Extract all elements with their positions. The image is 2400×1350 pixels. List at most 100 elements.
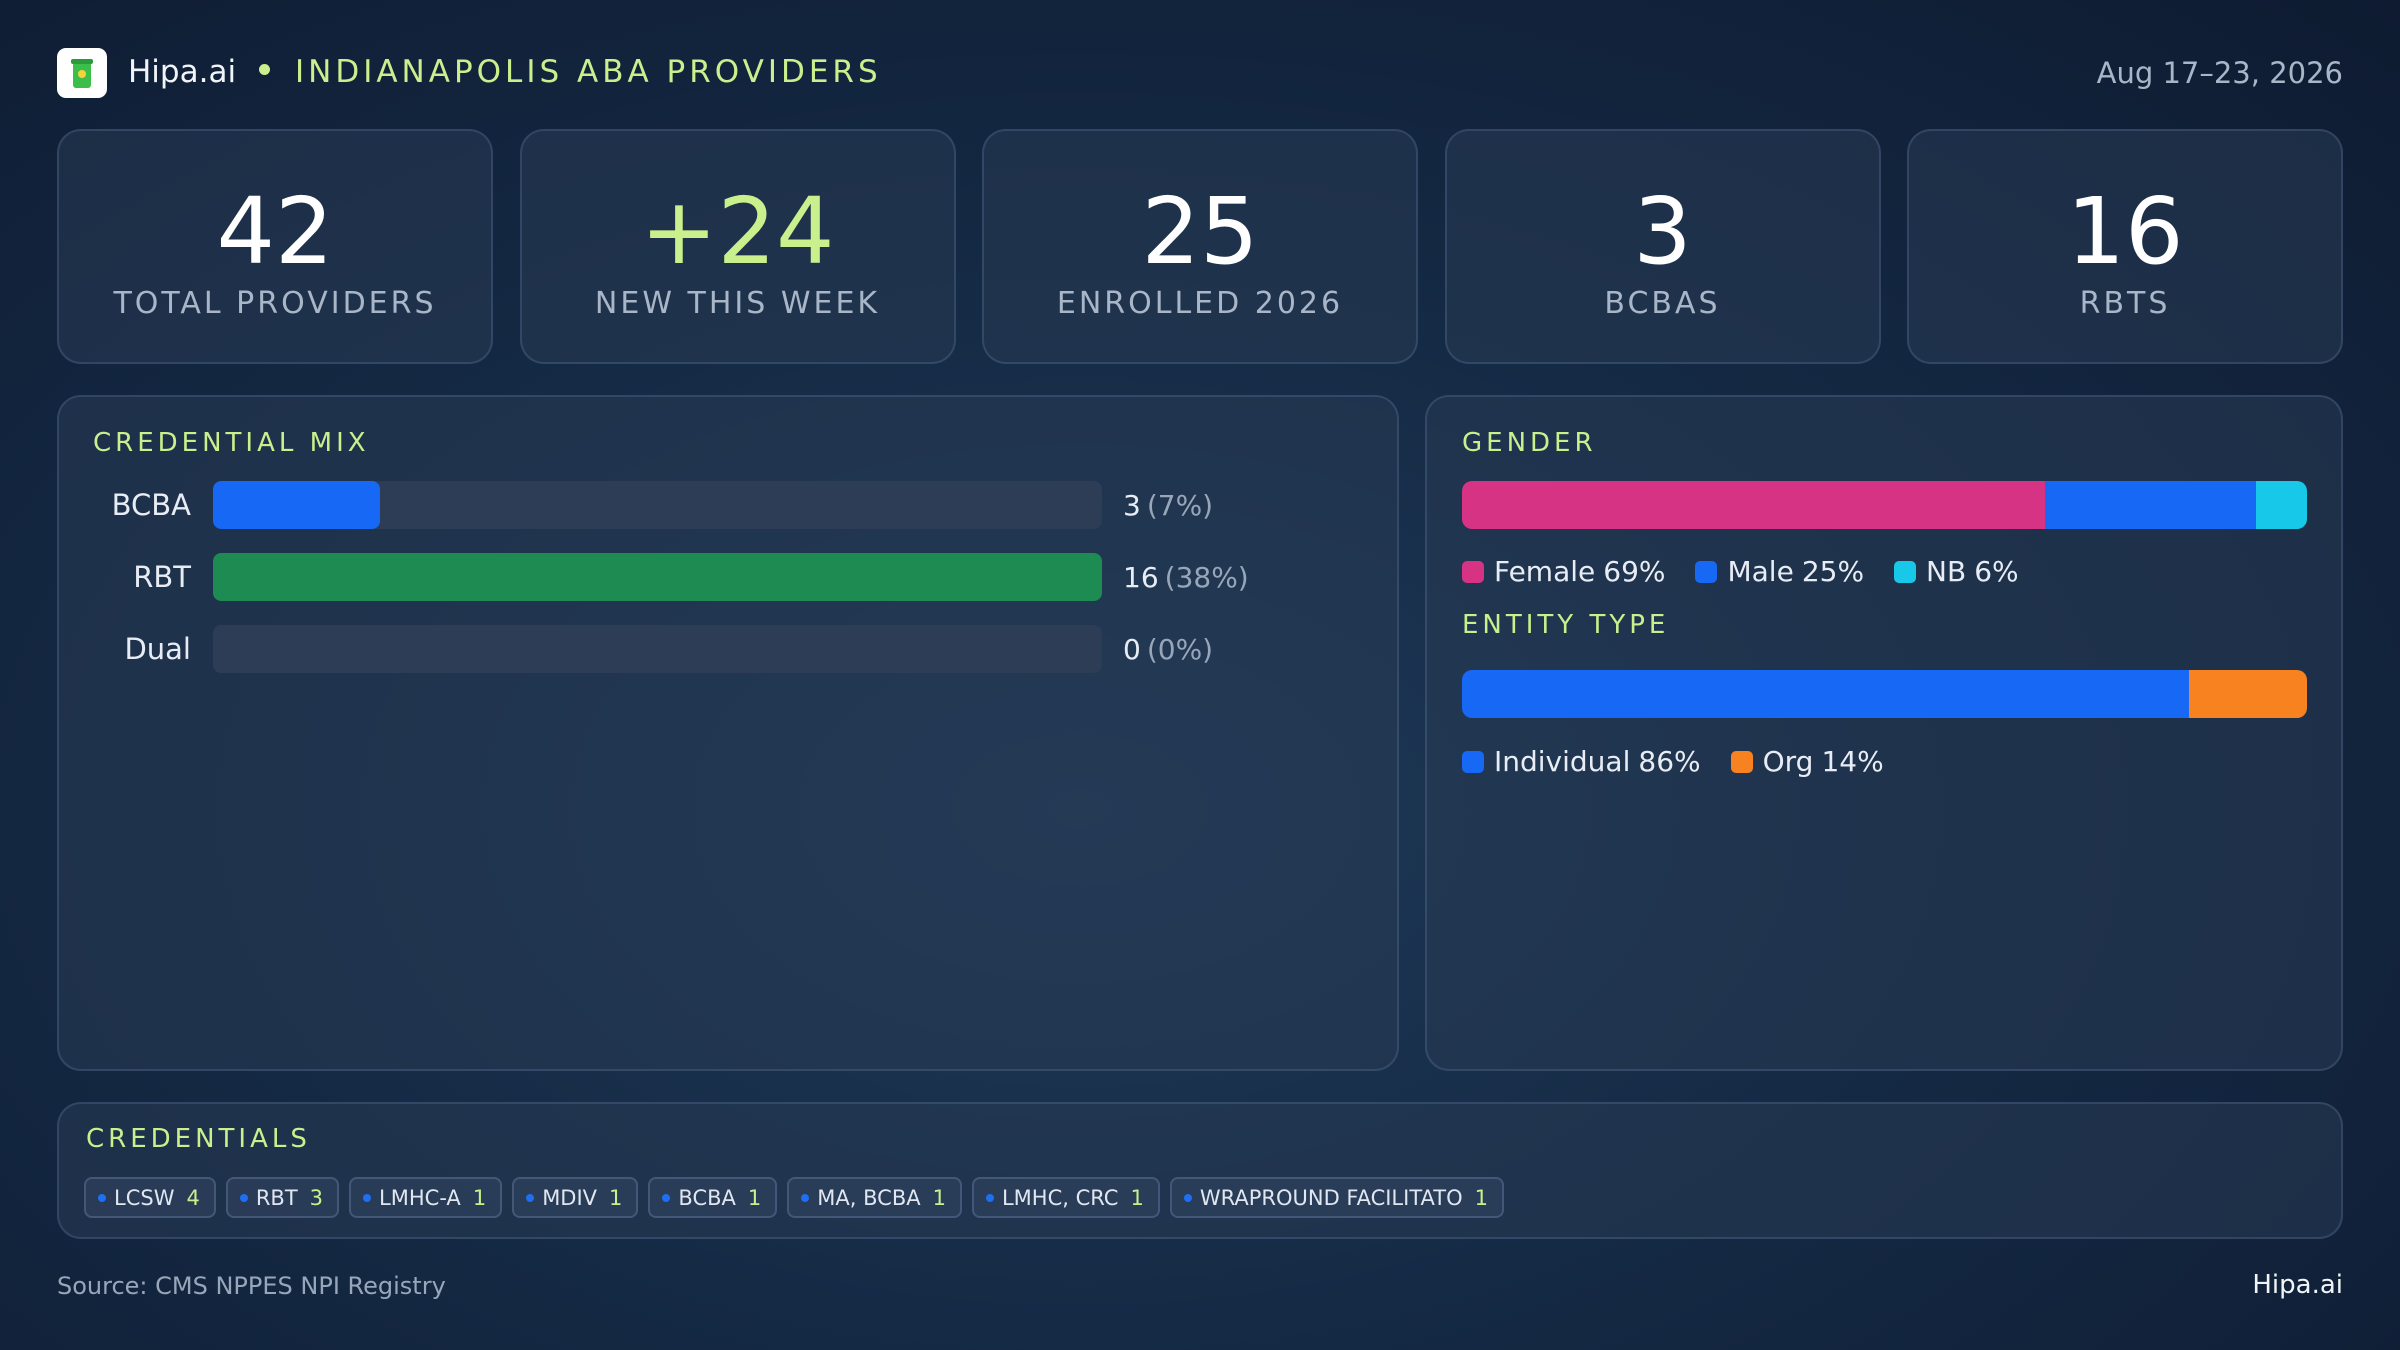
value-label: 3: [1123, 489, 1141, 522]
legend-item: Female 69%: [1462, 555, 1665, 588]
chip: RBT 3: [225, 1177, 340, 1218]
chip: LMHC, CRC 1: [971, 1177, 1160, 1218]
kpi-value: 16: [2066, 178, 2184, 285]
legend-swatch: [1462, 560, 1484, 583]
chip-count: 1: [1474, 1185, 1488, 1210]
legend: Individual 86% Org 14%: [1462, 745, 1884, 778]
legend-swatch: [1894, 560, 1917, 583]
legend-swatch: [1462, 750, 1484, 773]
legend-value: 86%: [1638, 745, 1701, 778]
legend-item: NB 6%: [1894, 555, 2019, 588]
percent-label: (0%): [1146, 633, 1214, 666]
kpi-card: 16 RBTS: [1907, 129, 2343, 364]
bar-segment: [1462, 481, 2046, 529]
legend-swatch: [1730, 750, 1753, 773]
chip-dot: [1183, 1193, 1192, 1202]
legend-item: Individual 86%: [1462, 745, 1701, 778]
kpi-label: BCBAS: [1604, 286, 1721, 321]
chip: MDIV 1: [512, 1177, 639, 1218]
panel: [57, 1102, 2343, 1239]
legend-name: Male: [1727, 555, 1794, 588]
chip-name: WRAPROUND FACILITATO: [1199, 1185, 1463, 1210]
chip-dot: [662, 1193, 671, 1202]
chip-name: LMHC, CRC: [1001, 1185, 1119, 1210]
chip-count: 3: [309, 1185, 324, 1210]
legend-value: 69%: [1603, 555, 1666, 588]
chip-name: MA, BCBA: [817, 1185, 921, 1210]
section-title: ENTITY TYPE: [1462, 610, 1670, 640]
chip-count: 1: [1130, 1185, 1144, 1210]
chip-dot: [801, 1193, 810, 1202]
bar-segment: [2188, 670, 2307, 718]
legend-value: 14%: [1821, 745, 1884, 778]
brand: Hipa.ai: [128, 54, 237, 90]
legend: Female 69% Male 25% NB 6%: [1462, 555, 2019, 588]
kpi-label: NEW THIS WEEK: [594, 286, 881, 321]
bar-track: [213, 625, 1102, 673]
chip-name: LCSW: [114, 1185, 175, 1210]
kpi-label: ENROLLED 2026: [1056, 286, 1344, 321]
legend-value: 25%: [1801, 555, 1865, 588]
kpi-value: 25: [1141, 178, 1259, 285]
separator-dot: [259, 64, 270, 75]
kpi-value: +24: [640, 178, 835, 285]
chip: WRAPROUND FACILITATO 1: [1169, 1177, 1504, 1218]
chip-dot: [239, 1193, 248, 1202]
percent-label: (38%): [1164, 561, 1249, 594]
chip-count: 1: [609, 1185, 623, 1210]
chip-dot: [985, 1193, 994, 1202]
kpi-label: RBTS: [2079, 286, 2171, 321]
date-range: Aug 17–23, 2026: [2096, 56, 2343, 90]
kpi-card: 3 BCBAS: [1444, 129, 1881, 364]
bar-segment: [2045, 481, 2257, 529]
legend-name: NB: [1926, 555, 1967, 588]
kpi-value: 42: [216, 178, 334, 285]
bar-value: 3 (7%): [1123, 489, 1213, 522]
bar-value: 0 (0%): [1123, 633, 1213, 666]
bar-label: BCBA: [111, 488, 191, 522]
kpi-card: 25 ENROLLED 2026: [982, 129, 1418, 364]
logo: [57, 48, 107, 98]
chip-list: LCSW 4 RBT 3 LMHC-A 1 MDIV 1 BCBA 1 MA, BCBA 1 LMHC,…: [84, 1177, 1504, 1218]
chip: LCSW 4: [84, 1177, 216, 1218]
value-label: 16: [1123, 561, 1159, 594]
chip-name: BCBA: [678, 1185, 736, 1210]
bar-track: [213, 481, 1102, 529]
footer-brand: Hipa.ai: [2252, 1270, 2343, 1300]
section-title: CREDENTIAL MIX: [93, 428, 370, 458]
chip: MA, BCBA 1: [787, 1177, 962, 1218]
stacked-bar: [1462, 481, 2307, 529]
legend-name: Female: [1494, 555, 1596, 588]
legend-swatch: [1695, 560, 1718, 583]
kpi-card: +24 NEW THIS WEEK: [519, 129, 956, 364]
legend-value: 6%: [1974, 555, 2019, 588]
bar-segment: [2256, 481, 2307, 529]
kpi-value: 3: [1633, 178, 1692, 285]
kpi-label: TOTAL PROVIDERS: [113, 286, 437, 321]
legend-name: Org: [1762, 745, 1814, 778]
chip-count: 1: [747, 1185, 762, 1210]
chip-name: MDIV: [542, 1185, 598, 1210]
legend-item: Male 25%: [1695, 555, 1864, 588]
bar-track: [213, 553, 1102, 601]
page-title: INDIANAPOLIS ABA PROVIDERS: [295, 54, 882, 90]
bar-label: Dual: [124, 632, 191, 666]
bar: [213, 481, 380, 529]
chip-dot: [363, 1193, 372, 1202]
chip: BCBA 1: [648, 1177, 778, 1218]
legend-item: Org 14%: [1730, 745, 1884, 778]
percent-label: (7%): [1146, 489, 1214, 522]
section-title: CREDENTIALS: [86, 1124, 311, 1154]
chip-count: 1: [472, 1185, 487, 1210]
value-label: 0: [1123, 633, 1141, 666]
legend-name: Individual: [1494, 745, 1631, 778]
stacked-bar: [1462, 670, 2307, 718]
source-note: Source: CMS NPPES NPI Registry: [57, 1272, 446, 1300]
chip-count: 1: [932, 1185, 946, 1210]
bar: [213, 553, 1102, 601]
chip: LMHC-A 1: [349, 1177, 503, 1218]
chip-dot: [98, 1193, 106, 1202]
chip-count: 4: [186, 1185, 200, 1210]
